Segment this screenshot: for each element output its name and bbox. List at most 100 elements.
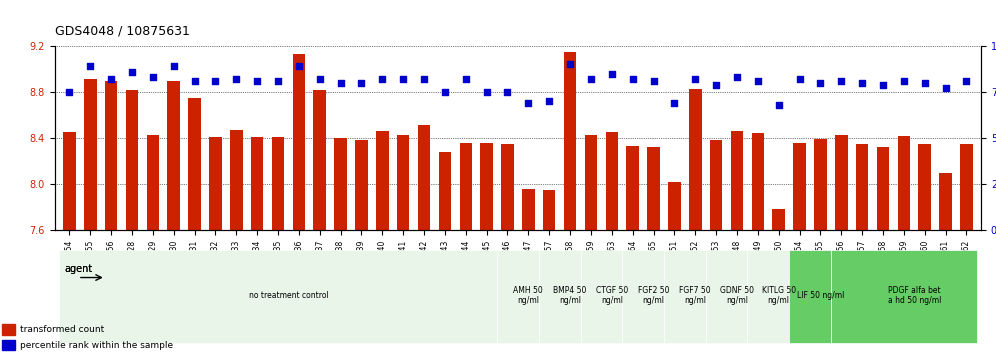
Text: KITLG 50
ng/ml: KITLG 50 ng/ml bbox=[762, 286, 796, 305]
Bar bbox=[793, 143, 806, 230]
Point bbox=[291, 63, 307, 69]
Bar bbox=[84, 79, 97, 230]
FancyBboxPatch shape bbox=[747, 250, 789, 343]
Point bbox=[437, 89, 453, 95]
Text: FGF7 50
ng/ml: FGF7 50 ng/ml bbox=[679, 286, 711, 305]
Text: LIF 50 ng/ml: LIF 50 ng/ml bbox=[797, 291, 844, 300]
Text: FGF2 50
ng/ml: FGF2 50 ng/ml bbox=[637, 286, 669, 305]
Bar bbox=[438, 152, 451, 230]
Bar bbox=[814, 139, 827, 230]
FancyBboxPatch shape bbox=[59, 250, 497, 343]
Point bbox=[958, 78, 974, 84]
Point bbox=[708, 82, 724, 87]
Point bbox=[249, 78, 265, 84]
FancyBboxPatch shape bbox=[664, 250, 706, 343]
Point bbox=[729, 74, 745, 80]
Point bbox=[750, 78, 766, 84]
Bar bbox=[773, 210, 785, 230]
Bar bbox=[647, 147, 659, 230]
Bar bbox=[564, 52, 577, 230]
Point bbox=[562, 62, 578, 67]
Point bbox=[83, 63, 99, 69]
Bar bbox=[397, 135, 409, 230]
Bar bbox=[356, 140, 368, 230]
Bar bbox=[2, 340, 15, 350]
Bar bbox=[626, 146, 638, 230]
Point bbox=[916, 80, 932, 86]
Text: agent: agent bbox=[64, 264, 93, 274]
Point bbox=[875, 82, 891, 87]
Bar bbox=[960, 144, 973, 230]
Point bbox=[520, 100, 536, 106]
Bar bbox=[125, 90, 138, 230]
Bar bbox=[689, 88, 701, 230]
Point bbox=[416, 76, 432, 82]
FancyBboxPatch shape bbox=[581, 250, 622, 343]
Bar bbox=[606, 132, 619, 230]
Point bbox=[354, 80, 370, 86]
Bar bbox=[585, 135, 598, 230]
Point bbox=[834, 78, 850, 84]
Point bbox=[186, 78, 202, 84]
Text: no treatment control: no treatment control bbox=[249, 291, 329, 300]
Bar bbox=[188, 98, 201, 230]
Bar bbox=[314, 90, 326, 230]
Bar bbox=[251, 137, 263, 230]
Point bbox=[207, 78, 223, 84]
Point bbox=[165, 63, 181, 69]
Text: GDNF 50
ng/ml: GDNF 50 ng/ml bbox=[720, 286, 754, 305]
Bar bbox=[272, 137, 284, 230]
Point bbox=[395, 76, 411, 82]
Point bbox=[312, 76, 328, 82]
Point bbox=[479, 89, 495, 95]
Bar bbox=[209, 137, 222, 230]
Bar bbox=[668, 182, 680, 230]
Bar bbox=[2, 324, 15, 335]
Text: CTGF 50
ng/ml: CTGF 50 ng/ml bbox=[596, 286, 627, 305]
Point bbox=[270, 78, 286, 84]
Bar bbox=[230, 130, 243, 230]
FancyBboxPatch shape bbox=[789, 250, 831, 343]
Point bbox=[937, 86, 953, 91]
Point bbox=[666, 100, 682, 106]
Text: agent: agent bbox=[64, 264, 93, 274]
Bar bbox=[417, 125, 430, 230]
Bar bbox=[939, 173, 952, 230]
Bar bbox=[63, 132, 76, 230]
Bar bbox=[897, 136, 910, 230]
Bar bbox=[335, 138, 347, 230]
Bar bbox=[710, 140, 722, 230]
Bar bbox=[480, 143, 493, 230]
Bar bbox=[731, 131, 743, 230]
Point bbox=[333, 80, 349, 86]
FancyBboxPatch shape bbox=[622, 250, 664, 343]
Point bbox=[687, 76, 703, 82]
Bar bbox=[293, 54, 305, 230]
Bar bbox=[835, 135, 848, 230]
Bar bbox=[543, 190, 556, 230]
Bar bbox=[459, 143, 472, 230]
Bar bbox=[856, 144, 869, 230]
Point bbox=[583, 76, 599, 82]
FancyBboxPatch shape bbox=[497, 250, 539, 343]
Bar bbox=[918, 144, 931, 230]
FancyBboxPatch shape bbox=[831, 250, 977, 343]
Point bbox=[500, 89, 516, 95]
Text: AMH 50
ng/ml: AMH 50 ng/ml bbox=[514, 286, 543, 305]
Point bbox=[62, 89, 78, 95]
Point bbox=[896, 78, 912, 84]
Point bbox=[374, 76, 390, 82]
Point bbox=[624, 76, 640, 82]
Point bbox=[104, 76, 120, 82]
Point bbox=[792, 76, 808, 82]
FancyBboxPatch shape bbox=[539, 250, 581, 343]
Point bbox=[813, 80, 829, 86]
Bar bbox=[146, 135, 159, 230]
Bar bbox=[105, 80, 118, 230]
Point bbox=[144, 74, 160, 80]
FancyBboxPatch shape bbox=[706, 250, 747, 343]
Bar bbox=[501, 144, 514, 230]
Text: GDS4048 / 10875631: GDS4048 / 10875631 bbox=[55, 25, 189, 38]
Bar bbox=[376, 131, 388, 230]
Point bbox=[855, 80, 871, 86]
